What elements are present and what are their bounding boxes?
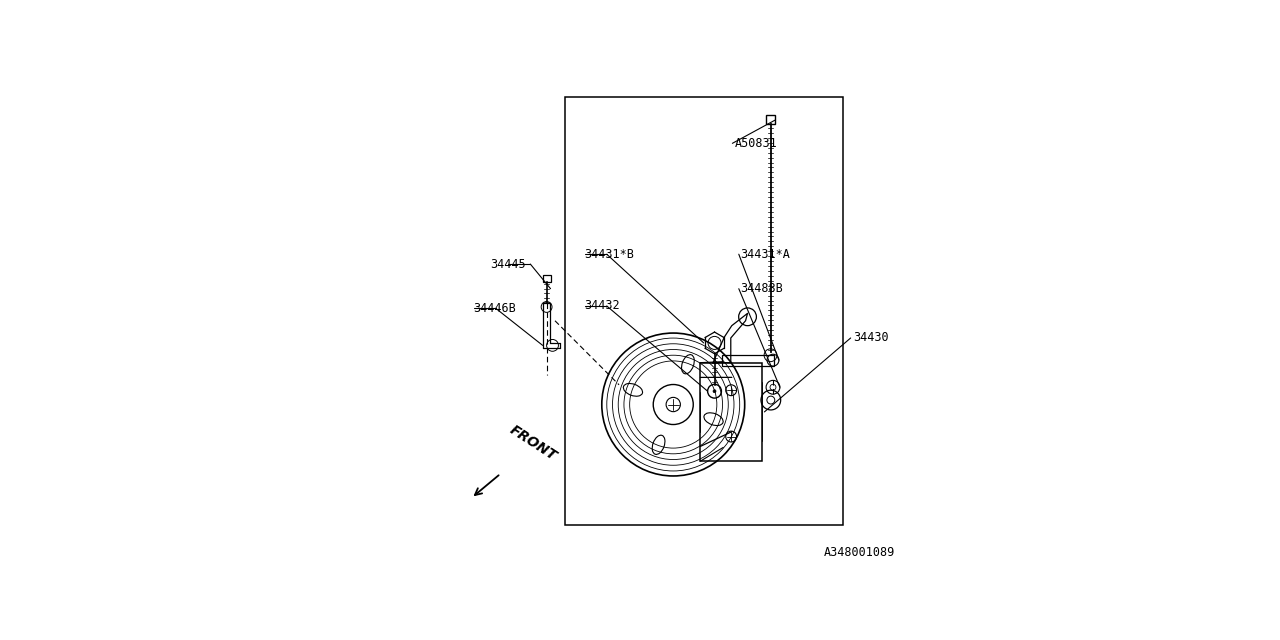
Text: 34432: 34432 (585, 300, 621, 312)
Bar (767, 115, 774, 124)
Bar (722, 355, 774, 365)
Text: FRONT: FRONT (507, 423, 559, 463)
Text: 34431*B: 34431*B (585, 248, 635, 260)
Text: 34445: 34445 (490, 257, 525, 271)
Bar (543, 275, 550, 282)
Text: 34446B: 34446B (474, 302, 516, 315)
Text: 34488B: 34488B (740, 282, 782, 295)
Text: 34431*A: 34431*A (740, 248, 790, 260)
Text: A348001089: A348001089 (824, 546, 895, 559)
Text: 34430: 34430 (854, 332, 888, 344)
Circle shape (713, 390, 716, 393)
Text: A50831: A50831 (735, 137, 777, 150)
Bar (564, 97, 844, 525)
Bar (700, 363, 762, 461)
